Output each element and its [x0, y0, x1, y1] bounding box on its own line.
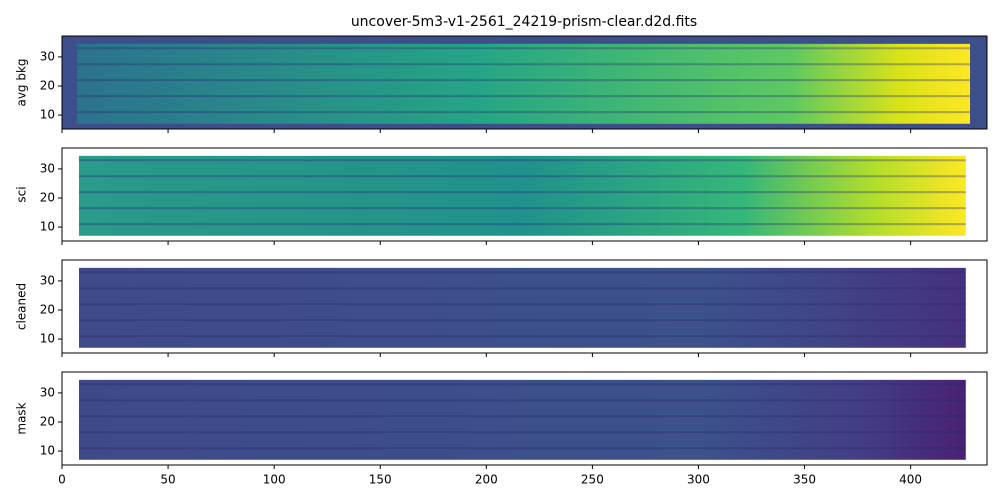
- x-tick-label: 100: [263, 473, 286, 487]
- x-tick-label: 0: [58, 473, 66, 487]
- y-tick-label: 30: [40, 49, 55, 63]
- heatmap: [78, 155, 966, 236]
- axes-frame: [61, 371, 988, 466]
- axes-frame: [61, 35, 988, 130]
- y-tick-label: 20: [40, 414, 55, 428]
- x-tick-label: 50: [160, 473, 175, 487]
- heatmap: [78, 267, 966, 348]
- y-tick-label: 20: [40, 302, 55, 316]
- y-tick-label: 30: [40, 385, 55, 399]
- heatmap: [78, 379, 966, 460]
- x-tick-label: 400: [899, 473, 922, 487]
- y-axis-label: cleaned: [15, 283, 29, 330]
- x-tick-label: 300: [687, 473, 710, 487]
- x-tick-label: 250: [581, 473, 604, 487]
- y-tick-label: 10: [40, 444, 55, 458]
- y-tick-label: 20: [40, 78, 55, 92]
- y-tick-label: 10: [40, 332, 55, 346]
- y-tick-label: 10: [40, 220, 55, 234]
- x-tick-label: 350: [793, 473, 816, 487]
- y-axis-label: avg bkg: [15, 58, 29, 106]
- y-axis-label: mask: [15, 402, 29, 434]
- x-tick-label: 150: [369, 473, 392, 487]
- heatmap: [76, 43, 971, 124]
- y-axis-label: sci: [15, 186, 29, 202]
- axes-frame: [61, 259, 988, 354]
- y-tick-label: 20: [40, 190, 55, 204]
- y-tick-label: 10: [40, 108, 55, 122]
- axes-frame: [61, 147, 988, 242]
- x-tick-label: 200: [475, 473, 498, 487]
- y-tick-label: 30: [40, 273, 55, 287]
- y-tick-label: 30: [40, 161, 55, 175]
- chart-title: uncover-5m3-v1-2561_24219-prism-clear.d2…: [351, 14, 697, 30]
